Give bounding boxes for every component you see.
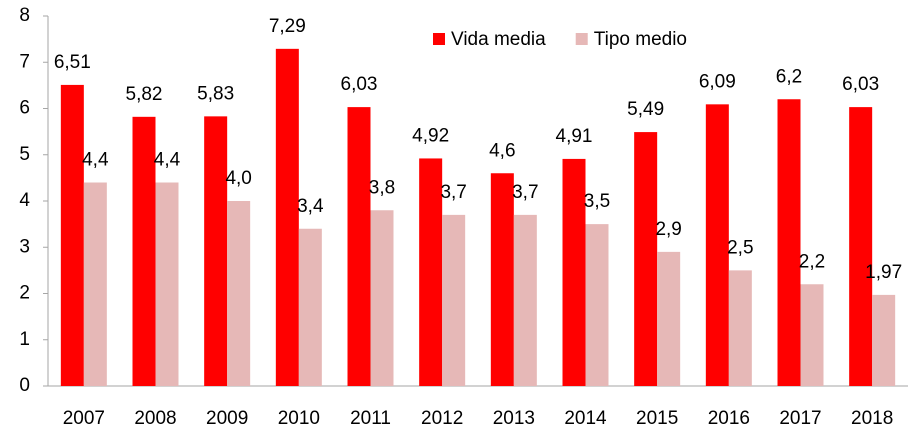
- value-label: 2,5: [727, 237, 753, 258]
- x-tick-label: 2012: [421, 408, 463, 429]
- legend-label: Tipo medio: [594, 29, 687, 50]
- value-label: 4,4: [82, 150, 109, 171]
- bar: [562, 158, 586, 386]
- value-label: 7,29: [269, 16, 306, 37]
- bar: [275, 48, 299, 387]
- y-tick-label: 5: [19, 144, 30, 165]
- bar: [872, 294, 896, 386]
- value-label: 3,7: [440, 182, 466, 203]
- value-label: 5,82: [126, 84, 163, 105]
- y-tick-label: 2: [19, 283, 30, 304]
- bar: [728, 270, 752, 386]
- value-label: 6,2: [776, 66, 802, 87]
- y-tick-label: 6: [19, 98, 30, 119]
- x-tick-label: 2015: [636, 408, 678, 429]
- y-tick-label: 1: [19, 329, 30, 350]
- x-tick-label: 2009: [206, 408, 248, 429]
- bar: [204, 116, 228, 387]
- bar: [490, 173, 514, 386]
- value-label: 6,03: [842, 74, 879, 95]
- value-label: 3,7: [512, 182, 538, 203]
- legend-swatch: [433, 33, 445, 45]
- bar: [132, 116, 156, 386]
- bar: [298, 228, 322, 386]
- x-tick-label: 2018: [851, 408, 893, 429]
- legend-label: Vida media: [451, 29, 546, 50]
- bar: [777, 99, 801, 386]
- y-tick-label: 4: [19, 190, 30, 211]
- x-tick-label: 2017: [779, 408, 821, 429]
- bar: [370, 210, 394, 386]
- bar: [634, 132, 658, 386]
- bar: [705, 104, 729, 387]
- value-label: 5,83: [197, 83, 234, 104]
- value-label: 4,6: [489, 140, 515, 161]
- x-tick-label: 2008: [134, 408, 176, 429]
- bar: [585, 224, 609, 386]
- bar: [347, 107, 371, 387]
- y-tick-label: 0: [19, 375, 30, 396]
- value-label: 4,0: [225, 168, 251, 189]
- bar: [155, 182, 179, 386]
- value-label: 2,2: [799, 251, 825, 272]
- y-tick-label: 3: [19, 236, 30, 257]
- value-label: 3,8: [369, 177, 395, 198]
- bar: [800, 284, 824, 386]
- x-tick-label: 2013: [493, 408, 535, 429]
- x-tick-label: 2007: [63, 408, 105, 429]
- value-label: 5,49: [627, 99, 664, 120]
- bar: [227, 201, 251, 386]
- value-label: 4,91: [556, 126, 593, 147]
- legend-swatch: [575, 33, 588, 45]
- bar: [513, 214, 537, 386]
- x-tick-label: 2010: [278, 408, 320, 429]
- value-label: 3,5: [584, 191, 610, 212]
- value-label: 1,97: [865, 262, 902, 283]
- bar: [60, 84, 84, 386]
- value-label: 3,4: [297, 196, 324, 217]
- value-label: 6,51: [54, 52, 91, 73]
- bar: [657, 251, 681, 386]
- x-tick-label: 2014: [564, 408, 607, 429]
- y-tick-label: 7: [19, 51, 30, 72]
- bar: [419, 158, 443, 386]
- bar: [442, 214, 466, 386]
- value-label: 6,03: [341, 74, 378, 95]
- value-label: 2,9: [655, 219, 681, 240]
- value-label: 4,92: [412, 125, 449, 146]
- bar: [849, 107, 873, 387]
- x-tick-label: 2016: [708, 408, 750, 429]
- y-tick-label: 8: [19, 5, 30, 26]
- x-tick-label: 2011: [350, 408, 391, 429]
- bar: [83, 182, 107, 386]
- value-label: 6,09: [699, 71, 736, 92]
- value-label: 4,4: [154, 150, 181, 171]
